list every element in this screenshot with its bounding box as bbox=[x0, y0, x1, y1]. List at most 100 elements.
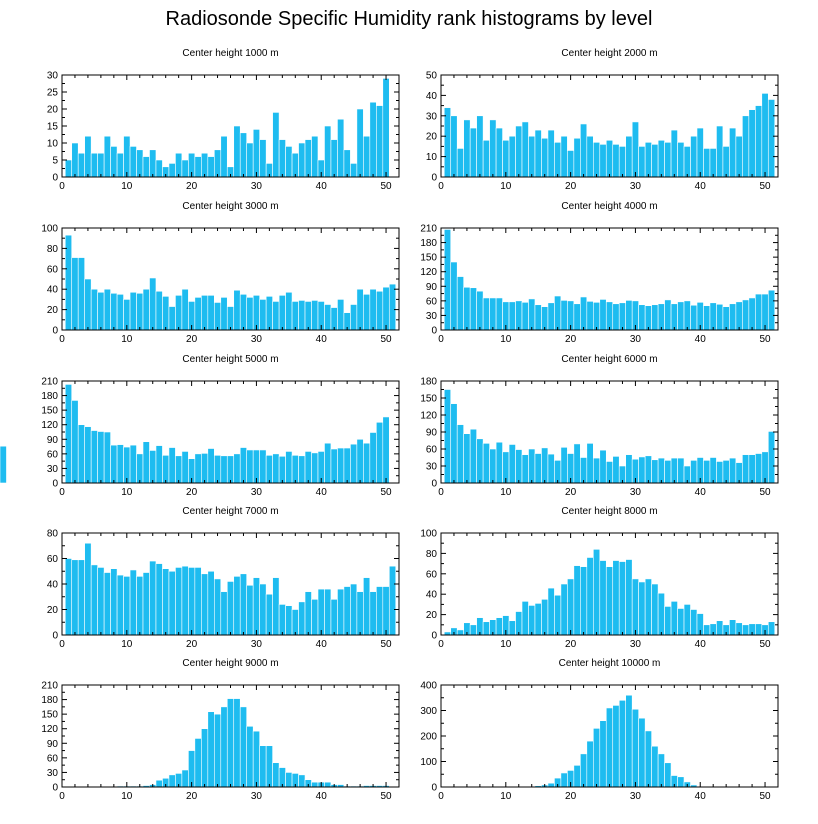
histogram-bar bbox=[304, 301, 312, 331]
histogram-bar bbox=[644, 305, 652, 331]
histogram-bar bbox=[123, 576, 131, 636]
histogram-bar bbox=[246, 725, 254, 788]
histogram-bar bbox=[363, 135, 371, 178]
histogram-bar bbox=[220, 297, 228, 331]
histogram-bar bbox=[369, 432, 377, 484]
histogram-bar bbox=[755, 105, 763, 178]
x-tick-label: 20 bbox=[186, 791, 198, 802]
histogram-bar bbox=[644, 730, 652, 788]
histogram-bar bbox=[618, 561, 627, 636]
histogram-bar bbox=[71, 559, 79, 636]
histogram-bar bbox=[129, 146, 137, 178]
histogram-bar bbox=[175, 295, 183, 331]
x-tick-label: 30 bbox=[251, 334, 263, 345]
histogram-bar bbox=[716, 303, 724, 331]
histogram-bar bbox=[239, 447, 248, 484]
histogram-bar bbox=[735, 301, 743, 331]
histogram-bar bbox=[450, 261, 458, 331]
histogram-bar bbox=[77, 424, 85, 484]
histogram-bar bbox=[213, 302, 222, 331]
histogram-bar bbox=[696, 127, 704, 178]
y-tick-label: 5 bbox=[52, 156, 58, 167]
histogram-bar bbox=[291, 301, 299, 331]
panel-title: Center height 3000 m bbox=[182, 201, 278, 212]
histogram-bar bbox=[97, 291, 105, 331]
x-tick-label: 10 bbox=[121, 487, 133, 498]
histogram-bar bbox=[337, 588, 345, 636]
histogram-bar bbox=[651, 583, 659, 636]
y-tick-label: 300 bbox=[420, 706, 437, 717]
histogram-bar bbox=[175, 455, 183, 484]
y-tick-label: 0 bbox=[52, 326, 58, 337]
histogram-bar bbox=[343, 586, 351, 636]
histogram-bar bbox=[181, 451, 189, 484]
histogram-bar bbox=[285, 146, 293, 178]
histogram-bar bbox=[272, 762, 280, 788]
histogram-bar bbox=[586, 135, 594, 178]
histogram-bar bbox=[142, 572, 150, 636]
histogram-bar bbox=[123, 135, 131, 178]
histogram-bar bbox=[272, 112, 280, 178]
histogram-bar bbox=[528, 448, 536, 484]
x-tick-label: 0 bbox=[59, 181, 65, 192]
histogram-bar bbox=[213, 149, 222, 178]
histogram-bar bbox=[625, 454, 633, 484]
histogram-bar bbox=[612, 144, 620, 178]
histogram-bar bbox=[580, 753, 588, 788]
histogram-bar bbox=[469, 624, 477, 636]
x-tick-label: 30 bbox=[251, 639, 263, 650]
histogram-bar bbox=[729, 619, 737, 636]
y-tick-label: 30 bbox=[47, 768, 59, 779]
histogram-bar bbox=[278, 604, 286, 636]
x-tick-label: 40 bbox=[695, 181, 707, 192]
histogram-bar bbox=[761, 293, 769, 331]
histogram-bar bbox=[625, 694, 633, 788]
histogram-bar bbox=[580, 457, 588, 484]
histogram-bar bbox=[168, 306, 176, 331]
y-tick-label: 60 bbox=[426, 569, 438, 580]
histogram-bar bbox=[735, 462, 743, 484]
histogram-bar bbox=[586, 443, 594, 484]
histogram-bar bbox=[226, 306, 235, 331]
histogram-bar bbox=[651, 304, 659, 331]
histogram-bar bbox=[677, 776, 685, 788]
x-tick-label: 20 bbox=[186, 487, 198, 498]
histogram-bar bbox=[592, 549, 601, 636]
histogram-bar bbox=[298, 774, 306, 788]
histogram-bar bbox=[142, 156, 150, 178]
histogram-bar bbox=[625, 300, 633, 331]
histogram-bar bbox=[181, 288, 189, 331]
histogram-bar bbox=[376, 105, 384, 178]
histogram-bar bbox=[376, 586, 384, 636]
y-tick-label: 90 bbox=[47, 435, 59, 446]
histogram-bar bbox=[463, 119, 471, 178]
histogram-bar bbox=[116, 444, 124, 484]
histogram-bar bbox=[330, 598, 338, 636]
histogram-bar bbox=[116, 293, 124, 331]
histogram-bar bbox=[599, 144, 607, 178]
histogram-bar bbox=[767, 99, 776, 178]
histogram-bar bbox=[207, 448, 215, 484]
x-tick-label: 40 bbox=[316, 334, 328, 345]
histogram-bar bbox=[239, 573, 248, 636]
histogram-bar bbox=[77, 152, 85, 178]
histogram-bar bbox=[363, 577, 371, 636]
histogram-bar bbox=[767, 621, 776, 636]
histogram-bar bbox=[162, 296, 170, 331]
y-tick-label: 30 bbox=[47, 464, 59, 475]
y-tick-label: 180 bbox=[41, 695, 58, 706]
histogram-bar bbox=[580, 123, 588, 178]
panel-title: Center height 2000 m bbox=[561, 48, 657, 59]
histogram-bar bbox=[735, 135, 743, 178]
histogram-bar bbox=[311, 781, 319, 788]
y-tick-label: 210 bbox=[41, 681, 58, 692]
histogram-bar bbox=[528, 605, 536, 636]
y-tick-label: 80 bbox=[47, 529, 59, 540]
histogram-bar bbox=[181, 769, 189, 788]
histogram-bar bbox=[233, 289, 241, 331]
x-tick-label: 20 bbox=[186, 181, 198, 192]
y-tick-label: 60 bbox=[426, 445, 438, 456]
y-tick-label: 20 bbox=[426, 132, 438, 143]
histogram-bar bbox=[664, 762, 672, 788]
y-tick-label: 30 bbox=[47, 71, 59, 82]
